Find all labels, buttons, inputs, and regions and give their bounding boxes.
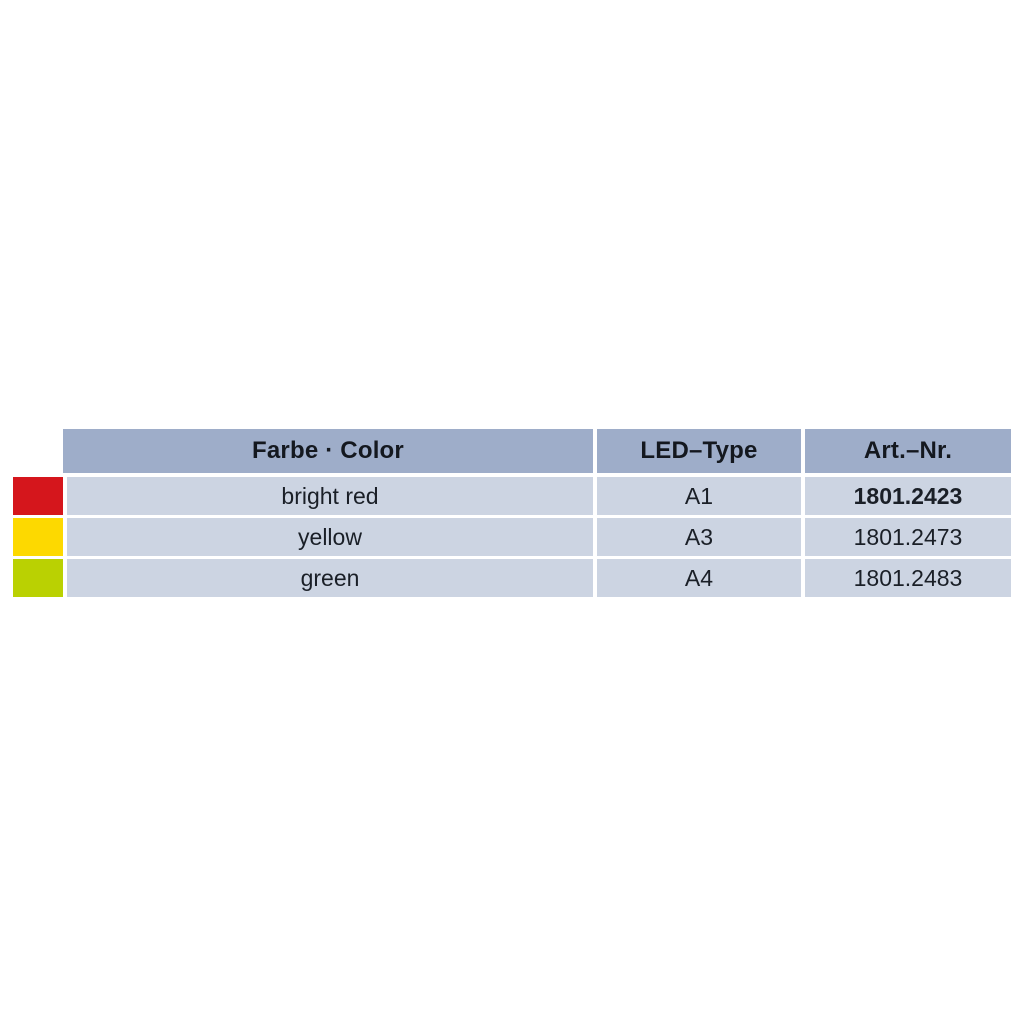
product-table: Farbe · Color LED–Type Art.–Nr. bright r… <box>13 429 1011 597</box>
table-row: yellow A3 1801.2473 <box>13 518 1011 556</box>
header-cell-art-nr: Art.–Nr. <box>805 429 1011 473</box>
cell-color-name: yellow <box>67 518 593 556</box>
cell-led-type: A1 <box>597 477 801 515</box>
swatch-cell <box>13 477 63 515</box>
green-swatch <box>13 559 63 597</box>
yellow-swatch <box>13 518 63 556</box>
bright-red-swatch <box>13 477 63 515</box>
cell-color-name: green <box>67 559 593 597</box>
cell-art-nr: 1801.2473 <box>805 518 1011 556</box>
table-header-row: Farbe · Color LED–Type Art.–Nr. <box>13 429 1011 473</box>
cell-led-type: A4 <box>597 559 801 597</box>
swatch-cell <box>13 518 63 556</box>
cell-art-nr: 1801.2423 <box>805 477 1011 515</box>
header-cell-led-type: LED–Type <box>597 429 801 473</box>
table-row: bright red A1 1801.2423 <box>13 477 1011 515</box>
cell-led-type: A3 <box>597 518 801 556</box>
swatch-cell <box>13 559 63 597</box>
cell-color-name: bright red <box>67 477 593 515</box>
header-cell-swatch <box>13 429 63 473</box>
table-row: green A4 1801.2483 <box>13 559 1011 597</box>
header-cell-color-name: Farbe · Color <box>63 429 593 473</box>
cell-art-nr: 1801.2483 <box>805 559 1011 597</box>
